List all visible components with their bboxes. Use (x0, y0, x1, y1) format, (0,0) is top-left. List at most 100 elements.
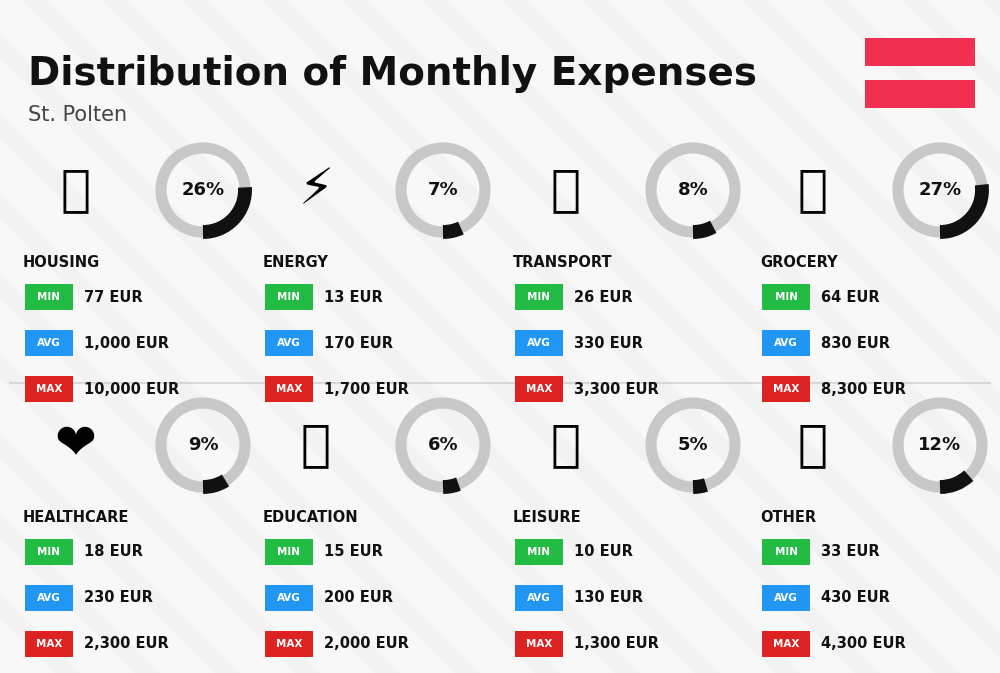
Text: 🛍️: 🛍️ (551, 421, 581, 469)
Text: 🏢: 🏢 (61, 166, 91, 214)
Text: 🛒: 🛒 (798, 166, 828, 214)
Text: 1,300 EUR: 1,300 EUR (574, 637, 659, 651)
Text: 6%: 6% (428, 436, 458, 454)
Text: MIN: MIN (528, 547, 550, 557)
Text: 15 EUR: 15 EUR (324, 544, 383, 559)
FancyBboxPatch shape (515, 284, 563, 310)
Text: 12%: 12% (918, 436, 962, 454)
FancyBboxPatch shape (762, 631, 810, 657)
Text: TRANSPORT: TRANSPORT (513, 255, 613, 270)
Text: 26%: 26% (181, 181, 225, 199)
FancyBboxPatch shape (762, 330, 810, 356)
Text: MAX: MAX (36, 639, 62, 649)
FancyBboxPatch shape (515, 539, 563, 565)
FancyBboxPatch shape (25, 376, 73, 402)
Text: MAX: MAX (276, 639, 302, 649)
Text: 10 EUR: 10 EUR (574, 544, 633, 559)
Text: 7%: 7% (428, 181, 458, 199)
Text: MAX: MAX (36, 384, 62, 394)
FancyBboxPatch shape (265, 376, 313, 402)
Text: AVG: AVG (37, 338, 61, 348)
Text: 130 EUR: 130 EUR (574, 590, 643, 606)
FancyBboxPatch shape (515, 585, 563, 611)
Text: MIN: MIN (774, 292, 798, 302)
Text: 26 EUR: 26 EUR (574, 289, 633, 304)
FancyBboxPatch shape (265, 631, 313, 657)
FancyBboxPatch shape (265, 330, 313, 356)
Text: MAX: MAX (526, 639, 552, 649)
FancyBboxPatch shape (762, 284, 810, 310)
Text: MIN: MIN (278, 547, 300, 557)
FancyBboxPatch shape (25, 284, 73, 310)
Text: HEALTHCARE: HEALTHCARE (23, 510, 129, 525)
Text: OTHER: OTHER (760, 510, 816, 525)
Text: Distribution of Monthly Expenses: Distribution of Monthly Expenses (28, 55, 757, 93)
FancyBboxPatch shape (515, 376, 563, 402)
Text: ⚡: ⚡ (298, 166, 334, 214)
Text: AVG: AVG (527, 593, 551, 603)
FancyBboxPatch shape (265, 585, 313, 611)
Text: LEISURE: LEISURE (513, 510, 582, 525)
Text: AVG: AVG (277, 338, 301, 348)
Text: 🚌: 🚌 (551, 166, 581, 214)
Text: AVG: AVG (774, 338, 798, 348)
Text: 33 EUR: 33 EUR (821, 544, 880, 559)
FancyBboxPatch shape (25, 330, 73, 356)
Text: 64 EUR: 64 EUR (821, 289, 880, 304)
Text: 1,700 EUR: 1,700 EUR (324, 382, 409, 396)
Text: 330 EUR: 330 EUR (574, 336, 643, 351)
FancyBboxPatch shape (25, 631, 73, 657)
Text: AVG: AVG (774, 593, 798, 603)
Text: 77 EUR: 77 EUR (84, 289, 143, 304)
FancyBboxPatch shape (25, 585, 73, 611)
Text: 5%: 5% (678, 436, 708, 454)
Text: MAX: MAX (773, 384, 799, 394)
Text: 2,300 EUR: 2,300 EUR (84, 637, 169, 651)
FancyBboxPatch shape (762, 539, 810, 565)
Text: ❤️: ❤️ (55, 421, 97, 469)
Text: AVG: AVG (527, 338, 551, 348)
Text: 8,300 EUR: 8,300 EUR (821, 382, 906, 396)
FancyBboxPatch shape (762, 376, 810, 402)
Text: MIN: MIN (278, 292, 300, 302)
Text: 4,300 EUR: 4,300 EUR (821, 637, 906, 651)
Text: EDUCATION: EDUCATION (263, 510, 359, 525)
Text: 200 EUR: 200 EUR (324, 590, 393, 606)
Text: 230 EUR: 230 EUR (84, 590, 153, 606)
Text: AVG: AVG (37, 593, 61, 603)
Text: 💰: 💰 (798, 421, 828, 469)
FancyBboxPatch shape (762, 585, 810, 611)
Text: MAX: MAX (526, 384, 552, 394)
FancyBboxPatch shape (515, 330, 563, 356)
Text: GROCERY: GROCERY (760, 255, 838, 270)
Text: 170 EUR: 170 EUR (324, 336, 393, 351)
Text: AVG: AVG (277, 593, 301, 603)
Text: 830 EUR: 830 EUR (821, 336, 890, 351)
Text: 10,000 EUR: 10,000 EUR (84, 382, 179, 396)
Text: 9%: 9% (188, 436, 218, 454)
FancyBboxPatch shape (515, 631, 563, 657)
FancyBboxPatch shape (25, 539, 73, 565)
Text: 2,000 EUR: 2,000 EUR (324, 637, 409, 651)
Text: 1,000 EUR: 1,000 EUR (84, 336, 169, 351)
Text: 3,300 EUR: 3,300 EUR (574, 382, 659, 396)
FancyBboxPatch shape (865, 80, 975, 108)
FancyBboxPatch shape (865, 38, 975, 66)
Text: MIN: MIN (38, 547, 60, 557)
Text: St. Polten: St. Polten (28, 105, 127, 125)
Text: HOUSING: HOUSING (23, 255, 100, 270)
Text: MAX: MAX (773, 639, 799, 649)
Text: 18 EUR: 18 EUR (84, 544, 143, 559)
Text: 13 EUR: 13 EUR (324, 289, 383, 304)
Text: ENERGY: ENERGY (263, 255, 329, 270)
Text: MIN: MIN (38, 292, 60, 302)
Text: MIN: MIN (774, 547, 798, 557)
FancyBboxPatch shape (265, 539, 313, 565)
Text: MIN: MIN (528, 292, 550, 302)
Text: 🎓: 🎓 (301, 421, 331, 469)
Text: 8%: 8% (678, 181, 708, 199)
Text: 430 EUR: 430 EUR (821, 590, 890, 606)
FancyBboxPatch shape (265, 284, 313, 310)
Text: MAX: MAX (276, 384, 302, 394)
Text: 27%: 27% (918, 181, 962, 199)
